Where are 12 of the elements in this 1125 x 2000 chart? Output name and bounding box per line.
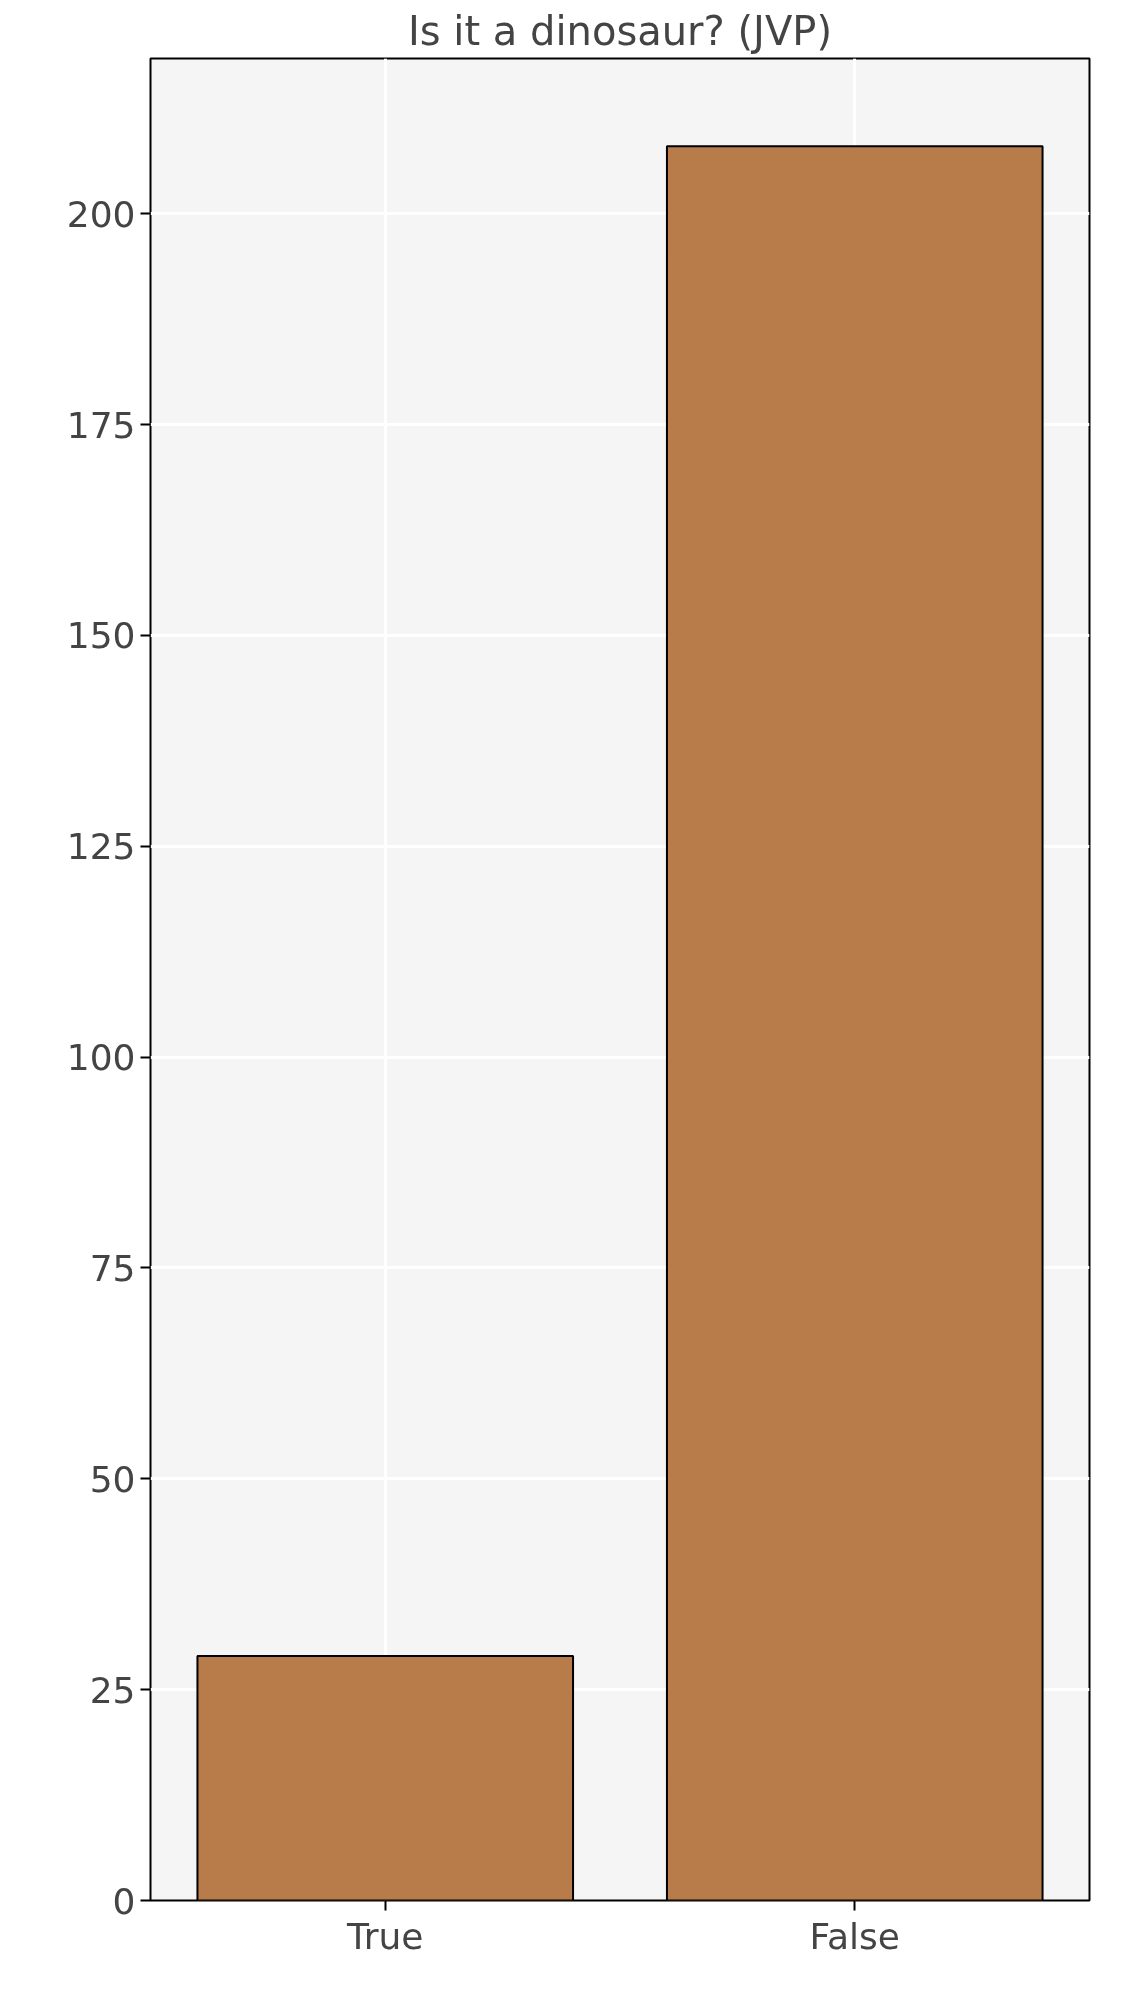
y-tick-label: 150 [66, 615, 136, 657]
x-tick-label: True [346, 1915, 424, 1957]
y-tick-label: 175 [66, 404, 136, 446]
y-tick-label: 50 [89, 1458, 136, 1500]
y-tick-label: 200 [66, 193, 136, 235]
chart-title: Is it a dinosaur? (JVP) [408, 7, 833, 54]
x-tick-label: False [809, 1915, 900, 1957]
y-tick-label: 100 [66, 1037, 136, 1079]
y-tick-label: 75 [89, 1247, 136, 1289]
y-tick-label: 25 [89, 1669, 136, 1711]
y-tick-label: 125 [66, 826, 136, 868]
y-tick-label: 0 [112, 1880, 136, 1922]
